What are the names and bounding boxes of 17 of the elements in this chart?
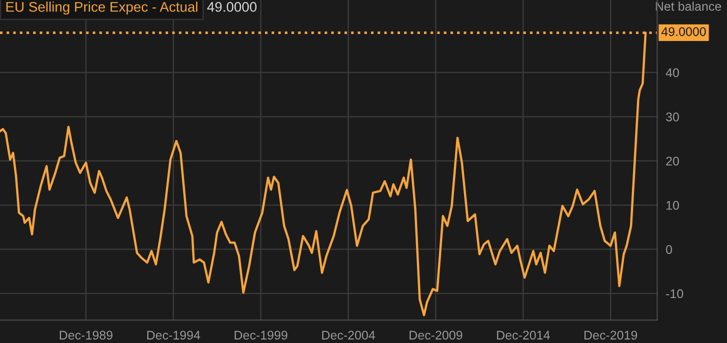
chart-title: EU Selling Price Expec - Actual (6, 2, 198, 15)
ref-line-label: 49.0000 (661, 27, 706, 36)
x-tick-label: Dec-2004 (322, 330, 376, 340)
x-tick-label: Dec-2019 (584, 330, 638, 340)
y-tick-label: 20 (666, 156, 679, 166)
x-tick-label: Dec-2009 (410, 330, 462, 340)
y-tick-label: 40 (666, 68, 679, 78)
y-tick-label: 0 (666, 245, 672, 254)
y-tick-label: 30 (666, 112, 679, 122)
x-tick-label: Dec-1999 (234, 330, 288, 340)
y-tick-label: 10 (666, 200, 679, 210)
y-tick-label: -10 (666, 289, 684, 298)
y-axis-title: Net balance (656, 2, 722, 11)
annotation: 49.0000 (207, 2, 257, 12)
x-tick-label: Dec-2014 (497, 330, 550, 340)
x-tick-label: Dec-1989 (60, 330, 112, 340)
x-tick-label: Dec-1994 (147, 330, 200, 340)
